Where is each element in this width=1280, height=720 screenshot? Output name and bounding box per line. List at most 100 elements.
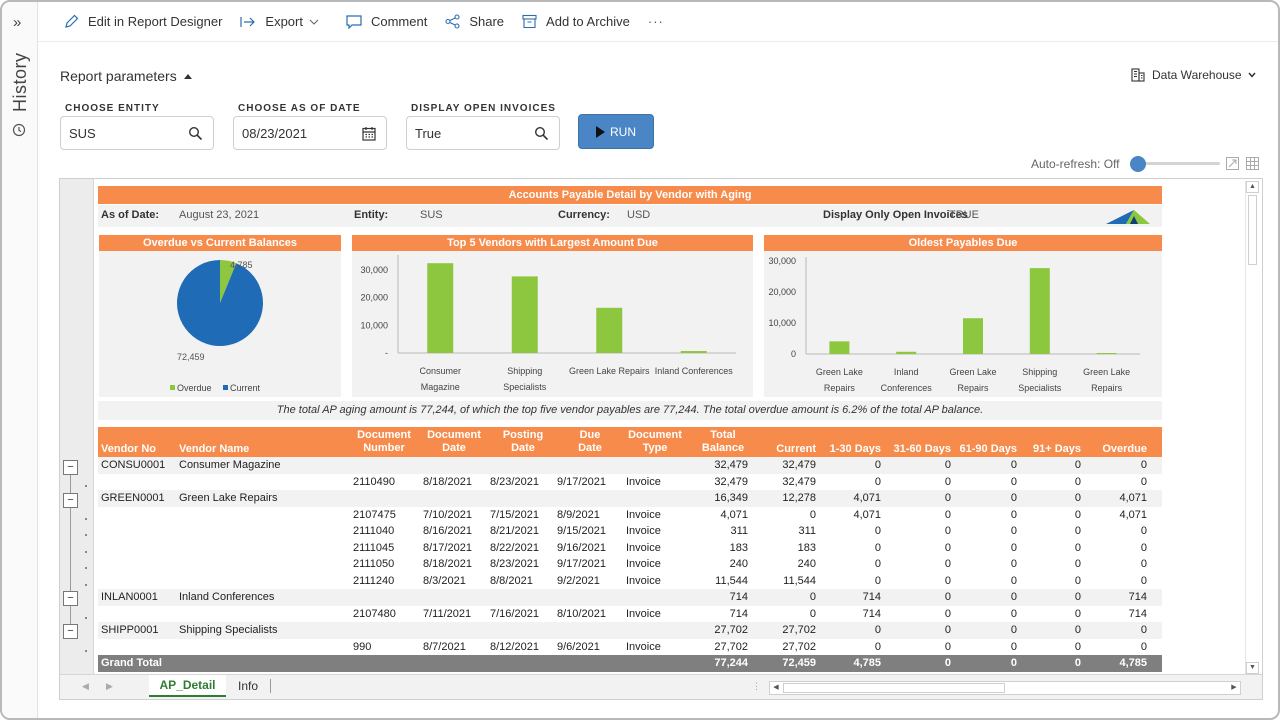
col-91-plus: 91+ Days <box>1032 443 1081 455</box>
report-parameters-toggle[interactable]: Report parameters <box>60 68 192 84</box>
collapse-group-button[interactable]: − <box>63 493 78 508</box>
search-icon[interactable] <box>188 126 203 141</box>
cell-due-date: 9/17/2021 <box>557 558 606 570</box>
cell-posting-date: 7/16/2021 <box>490 607 539 620</box>
x-tick-label: Repairs <box>957 383 989 393</box>
scroll-down-arrow[interactable]: ▼ <box>1246 662 1259 674</box>
y-tick-label: 20,000 <box>360 293 388 303</box>
tab-next-arrow[interactable]: ▶ <box>106 681 113 691</box>
grand-current: 72,459 <box>782 657 816 669</box>
open-invoices-input[interactable]: True <box>406 116 560 150</box>
col-doc-date-line1: Document <box>427 429 481 441</box>
scroll-up-arrow[interactable]: ▲ <box>1246 181 1259 193</box>
entity-meta-label: Entity: <box>354 209 389 221</box>
tab-info[interactable]: Info <box>226 679 271 693</box>
col-doc-number: Document Number <box>353 429 415 455</box>
date-input[interactable]: 08/23/2021 <box>233 116 387 150</box>
slider-knob[interactable] <box>1130 156 1146 172</box>
col-posting-date-line1: Posting <box>502 429 544 441</box>
collapse-group-button[interactable]: − <box>63 460 78 475</box>
grid-icon[interactable] <box>1246 157 1259 170</box>
cell-days-31-60: 0 <box>944 591 951 603</box>
collapse-group-button[interactable]: − <box>63 624 78 639</box>
x-tick-label: Inland Conferences <box>655 366 734 376</box>
col-due-date: Due Date <box>559 429 621 455</box>
cell-days-61-90: 0 <box>1010 508 1017 521</box>
col-total-balance: Total Balance <box>690 429 756 455</box>
grand-31-60: 0 <box>944 657 951 669</box>
comment-button[interactable]: Comment <box>346 2 427 42</box>
vendor-group-row: GREEN0001 Green Lake Repairs 16,349 12,278 4… <box>98 490 1162 507</box>
datasource-selector[interactable]: Data Warehouse <box>1131 68 1256 82</box>
edit-in-designer-button[interactable]: Edit in Report Designer <box>64 2 222 42</box>
bar <box>1096 353 1117 354</box>
cell-doc-number: 2111045 <box>353 541 395 554</box>
history-label[interactable]: History <box>10 52 30 112</box>
more-actions-button[interactable]: ··· <box>647 14 664 29</box>
tab-prev-arrow[interactable]: ◀ <box>82 681 89 691</box>
cell-days-31-60: 0 <box>944 541 951 554</box>
cell-days-61-90: 0 <box>1010 541 1017 554</box>
oldest-payables-chart: 30,000 20,000 10,000 0 Green Lake Repairs Inla… <box>764 251 1162 397</box>
entity-value: SUS <box>69 125 96 141</box>
add-to-archive-button[interactable]: Add to Archive <box>522 2 630 42</box>
pencil-icon <box>65 14 79 28</box>
cell-overdue: 0 <box>1140 574 1147 587</box>
horizontal-scrollbar[interactable]: ◀ ▶ <box>769 681 1241 695</box>
entity-input[interactable]: SUS <box>60 116 214 150</box>
archive-icon <box>522 14 537 29</box>
pie-chart-title: Overdue vs Current Balances <box>99 235 341 251</box>
summary-text: The total AP aging amount is 77,244, of … <box>98 401 1162 420</box>
cell-posting-date: 8/8/2021 <box>490 574 533 587</box>
pie-data-label: 4,785 <box>230 260 253 270</box>
cell-overdue: 714 <box>1128 607 1147 620</box>
col-1-30: 1-30 Days <box>829 443 881 455</box>
scroll-thumb[interactable] <box>1248 195 1257 265</box>
expand-sidebar-button[interactable]: » <box>13 14 22 31</box>
cell-days-31-60: 0 <box>944 574 951 587</box>
run-button[interactable]: RUN <box>578 114 654 149</box>
cell-vendor-no: GREEN0001 <box>101 492 165 504</box>
cell-due-date: 9/15/2021 <box>557 525 606 537</box>
comment-icon <box>346 14 362 29</box>
cell-vendor-no: SHIPP0001 <box>101 624 159 636</box>
share-button[interactable]: Share <box>445 2 504 42</box>
cell-days-91-plus: 0 <box>1074 591 1081 603</box>
scroll-left-arrow[interactable]: ◀ <box>773 684 779 691</box>
cell-current: 0 <box>809 508 816 521</box>
col-current: Current <box>776 443 816 455</box>
cell-current: 0 <box>809 607 816 620</box>
x-tick-label: Green Lake Repairs <box>569 366 650 376</box>
export-button[interactable]: Export <box>240 2 328 42</box>
asof-label: As of Date: <box>101 209 160 221</box>
outline-dot <box>85 518 87 520</box>
date-label: CHOOSE AS OF DATE <box>238 103 361 114</box>
horizontal-scroll-thumb[interactable] <box>783 683 1005 693</box>
auto-refresh-toggle[interactable] <box>1130 156 1220 172</box>
scroll-right-arrow[interactable]: ▶ <box>1231 684 1237 691</box>
expand-icon[interactable] <box>1226 157 1239 170</box>
cell-days-1-30: 0 <box>874 558 881 570</box>
currency-label: Currency: <box>558 209 610 221</box>
tab-ap-detail[interactable]: AP_Detail <box>149 675 226 697</box>
run-label: RUN <box>610 124 636 139</box>
splitter-handle[interactable]: ⋮ <box>752 681 761 691</box>
cell-overdue: 0 <box>1140 475 1147 488</box>
cell-doc-type: Invoice <box>626 574 661 587</box>
table-body: CONSU0001 Consumer Magazine 32,479 32,479 0 0… <box>98 457 1162 655</box>
share-icon <box>445 14 460 29</box>
col-doc-number-line2: Number <box>363 442 405 454</box>
cell-total-balance: 714 <box>729 591 748 603</box>
chevron-down-icon <box>309 19 319 25</box>
collapse-group-button[interactable]: − <box>63 591 78 606</box>
calendar-icon[interactable] <box>362 126 376 141</box>
clock-icon[interactable] <box>12 123 26 137</box>
row-outline-gutter: − − − − <box>60 179 94 674</box>
cell-vendor-name: Inland Conferences <box>179 591 275 603</box>
vertical-scrollbar[interactable]: ▲ ▼ <box>1245 181 1259 674</box>
cell-days-31-60: 0 <box>944 492 951 504</box>
search-icon[interactable] <box>534 126 549 141</box>
cell-days-31-60: 0 <box>944 640 951 653</box>
cell-days-61-90: 0 <box>1010 525 1017 537</box>
entity-label: CHOOSE ENTITY <box>65 103 160 114</box>
